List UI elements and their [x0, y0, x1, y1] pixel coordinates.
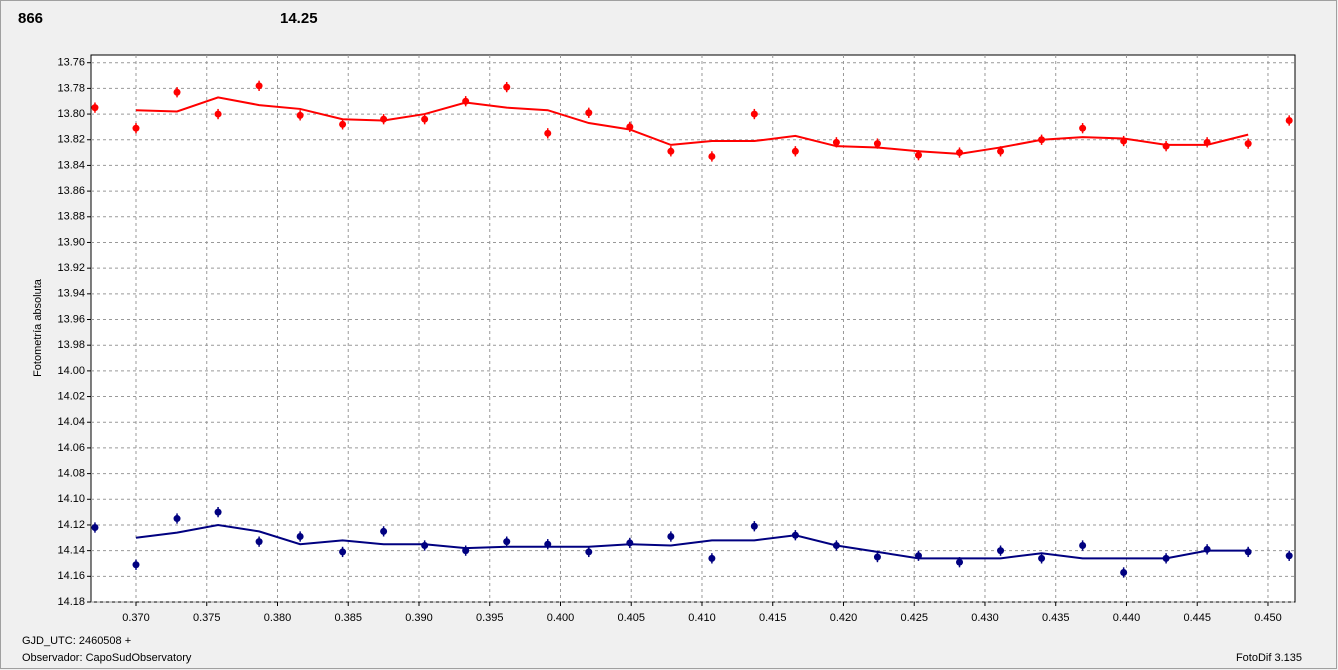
data-point: [1079, 542, 1087, 550]
data-point: [1285, 552, 1293, 560]
y-tick-label: 13.80: [57, 108, 85, 120]
y-tick-label: 13.88: [57, 211, 85, 223]
fit-line: [135, 523, 1249, 560]
data-point: [380, 527, 388, 535]
y-tick-label: 14.10: [57, 493, 85, 505]
x-tick-label: 0.420: [830, 612, 858, 624]
y-tick-label: 14.18: [57, 596, 85, 608]
x-tick-label: 0.440: [1113, 612, 1141, 624]
y-tick-label: 13.78: [57, 82, 85, 94]
x-tick-label: 0.395: [476, 612, 504, 624]
data-point: [750, 522, 758, 530]
x-tick-label: 0.410: [688, 612, 716, 624]
y-tick-label: 14.14: [57, 545, 85, 557]
y-tick-label: 14.08: [57, 468, 85, 480]
data-point: [132, 561, 140, 569]
y-tick-label: 13.90: [57, 236, 85, 248]
x-tick-label: 0.400: [547, 612, 575, 624]
data-point: [421, 542, 429, 550]
footer-software: FotoDif 3.135: [1236, 652, 1302, 664]
x-tick-label: 0.425: [900, 612, 928, 624]
data-point: [667, 533, 675, 541]
data-point: [339, 120, 347, 128]
data-point: [1285, 116, 1293, 124]
data-point: [873, 140, 881, 148]
data-point: [585, 548, 593, 556]
x-tick-label: 0.450: [1254, 612, 1282, 624]
data-point: [626, 539, 634, 547]
x-tick-label: 0.390: [405, 612, 433, 624]
y-tick-label: 13.84: [57, 159, 85, 171]
data-point: [1244, 140, 1252, 148]
data-point: [832, 138, 840, 146]
data-point: [1244, 548, 1252, 556]
data-point: [214, 508, 222, 516]
y-tick-label: 13.96: [57, 313, 85, 325]
data-point: [708, 152, 716, 160]
y-tick-label: 13.98: [57, 339, 85, 351]
data-point: [255, 82, 263, 90]
x-tick-label: 0.380: [264, 612, 292, 624]
data-point: [296, 533, 304, 541]
data-point: [503, 83, 511, 91]
y-tick-label: 13.92: [57, 262, 85, 274]
data-point: [873, 553, 881, 561]
data-point: [585, 109, 593, 117]
data-point: [503, 538, 511, 546]
data-point: [544, 129, 552, 137]
y-tick-label: 14.04: [57, 416, 85, 428]
x-tick-label: 0.385: [334, 612, 362, 624]
x-tick-label: 0.415: [759, 612, 787, 624]
data-point: [173, 515, 181, 523]
x-tick-label: 0.370: [122, 612, 150, 624]
x-tick-label: 0.375: [193, 612, 221, 624]
data-point: [750, 110, 758, 118]
data-point: [214, 110, 222, 118]
fit-line: [135, 96, 1249, 155]
data-point: [132, 124, 140, 132]
data-point: [421, 115, 429, 123]
data-point: [667, 147, 675, 155]
y-tick-label: 13.94: [57, 288, 85, 300]
y-tick-label: 14.06: [57, 442, 85, 454]
y-tick-label: 14.12: [57, 519, 85, 531]
header-label: 14.25: [280, 10, 318, 27]
data-point: [296, 111, 304, 119]
data-point: [255, 538, 263, 546]
data-point: [997, 147, 1005, 155]
data-point: [997, 547, 1005, 555]
x-tick-label: 0.405: [617, 612, 645, 624]
footer-observer: Observador: CapoSudObservatory: [22, 652, 192, 664]
y-tick-label: 13.76: [57, 57, 85, 69]
data-point: [91, 104, 99, 112]
y-tick-label: 13.86: [57, 185, 85, 197]
data-point: [1120, 568, 1128, 576]
footer-date: GJD_UTC: 2460508 +: [22, 635, 131, 647]
y-tick-label: 14.02: [57, 390, 85, 402]
y-axis-label: Fotometría absoluta: [32, 278, 44, 377]
data-point: [914, 151, 922, 159]
x-tick-label: 0.430: [971, 612, 999, 624]
data-point: [1038, 554, 1046, 562]
x-tick-label: 0.435: [1042, 612, 1070, 624]
data-point: [1079, 124, 1087, 132]
data-point: [91, 524, 99, 532]
data-point: [791, 147, 799, 155]
header-label: 866: [18, 10, 43, 27]
y-tick-label: 14.16: [57, 570, 85, 582]
data-point: [173, 88, 181, 96]
y-tick-label: 13.82: [57, 134, 85, 146]
data-point: [708, 554, 716, 562]
data-point: [339, 548, 347, 556]
y-tick-label: 14.00: [57, 365, 85, 377]
x-tick-label: 0.445: [1183, 612, 1211, 624]
plot-area: [90, 54, 1296, 603]
data-point: [956, 558, 964, 566]
